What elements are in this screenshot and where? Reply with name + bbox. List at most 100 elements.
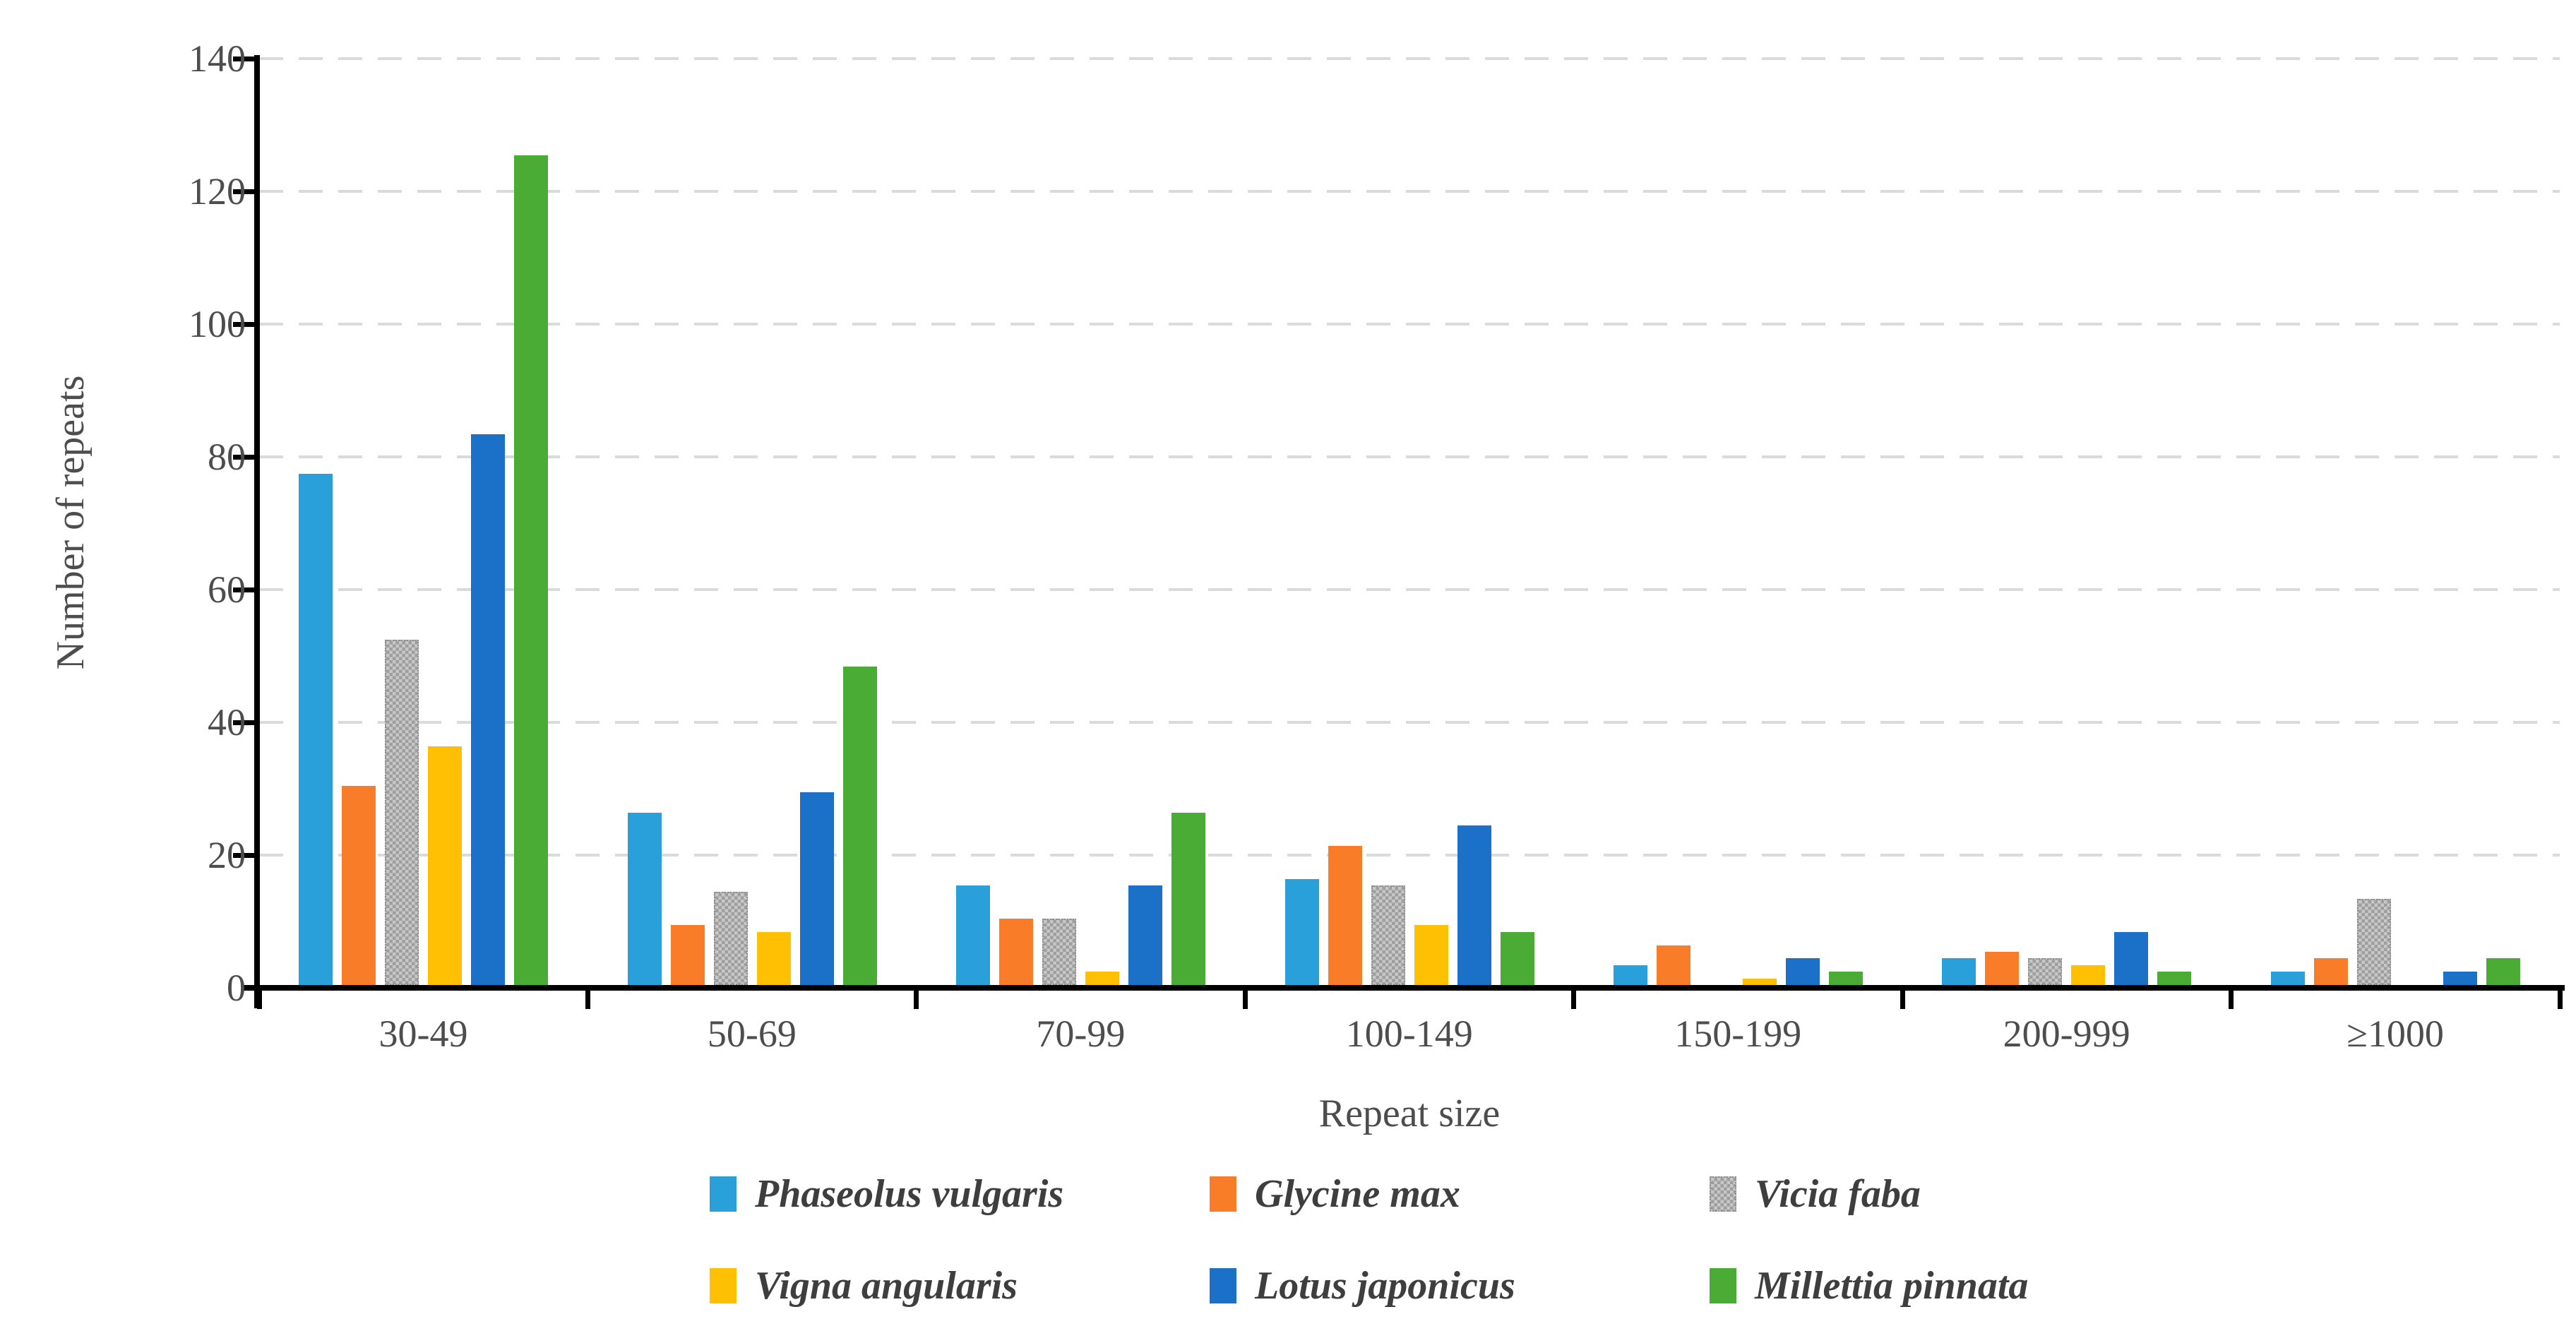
gridline-60 [259, 588, 2560, 591]
y-tick-label-120: 120 [189, 170, 246, 213]
bar-lotus-japonicus-200-999 [2114, 931, 2149, 985]
gridline-120 [259, 190, 2560, 193]
x-tick-label-1: 50-69 [707, 1013, 797, 1055]
legend-swatch-icon [1210, 1176, 1236, 1212]
legend-item-phaseolus-vulgaris: Phaseolus vulgaris [710, 1169, 1063, 1219]
legend-label: Lotus japonicus [1255, 1264, 1515, 1308]
y-tick-100 [233, 321, 254, 327]
y-tick-20 [233, 852, 254, 858]
x-tick-4 [1571, 991, 1577, 1009]
x-tick-2 [914, 991, 919, 1009]
legend-swatch-icon [1210, 1268, 1236, 1303]
bar-glycine-max-≥1000 [2313, 958, 2348, 985]
bar-vigna-angularis-150-199 [1742, 978, 1777, 985]
bar-lotus-japonicus-150-199 [1785, 958, 1820, 985]
x-tick-7 [2557, 991, 2563, 1009]
x-tick-0 [256, 991, 262, 1009]
legend-swatch-icon [710, 1176, 737, 1212]
legend-swatch-icon [1710, 1268, 1736, 1303]
bar-millettia-pinnata-30-49 [514, 155, 549, 985]
y-tick-140 [233, 56, 254, 61]
bar-vigna-angularis-50-69 [756, 931, 791, 985]
legend-label: Phaseolus vulgaris [755, 1172, 1064, 1216]
legend-label: Vicia faba [1755, 1172, 1921, 1216]
bar-glycine-max-50-69 [670, 925, 705, 985]
bar-lotus-japonicus-≥1000 [2443, 972, 2477, 985]
y-tick-label-100: 100 [189, 303, 246, 345]
bar-vicia-faba-100-149 [1371, 885, 1405, 985]
x-tick-label-5: 200-999 [2003, 1013, 2130, 1055]
bar-phaseolus-vulgaris-30-49 [299, 474, 333, 985]
legend-item-lotus-japonicus: Lotus japonicus [1210, 1261, 1515, 1311]
bar-millettia-pinnata-70-99 [1171, 812, 1206, 985]
x-tick-label-2: 70-99 [1036, 1013, 1126, 1055]
bar-glycine-max-30-49 [342, 786, 376, 985]
bar-glycine-max-70-99 [999, 919, 1034, 985]
y-tick-label-60: 60 [208, 568, 246, 611]
bar-millettia-pinnata-50-69 [842, 666, 877, 985]
y-tick-label-40: 40 [208, 701, 246, 744]
y-tick-40 [233, 720, 254, 725]
bar-lotus-japonicus-70-99 [1128, 885, 1163, 985]
bar-phaseolus-vulgaris-≥1000 [2270, 972, 2305, 985]
legend-item-millettia-pinnata: Millettia pinnata [1710, 1261, 2028, 1311]
legend-label: Glycine max [1255, 1172, 1460, 1216]
legend-item-vicia-faba: Vicia faba [1710, 1169, 1921, 1219]
bar-lotus-japonicus-50-69 [799, 792, 834, 985]
bar-phaseolus-vulgaris-200-999 [1942, 958, 1976, 985]
y-axis-title: Number of repeats [49, 375, 93, 670]
bar-phaseolus-vulgaris-150-199 [1613, 965, 1647, 985]
bar-vigna-angularis-70-99 [1085, 972, 1120, 985]
bar-vigna-angularis-30-49 [428, 746, 463, 985]
bar-phaseolus-vulgaris-50-69 [627, 812, 662, 985]
bar-glycine-max-200-999 [1985, 952, 2020, 985]
y-tick-120 [233, 189, 254, 194]
gridline-80 [259, 455, 2560, 458]
bar-lotus-japonicus-100-149 [1457, 825, 1491, 985]
x-axis-title: Repeat size [1318, 1092, 1501, 1135]
bar-glycine-max-150-199 [1656, 945, 1690, 985]
x-tick-6 [2229, 991, 2234, 1009]
legend-item-glycine-max: Glycine max [1210, 1169, 1460, 1219]
bar-vigna-angularis-200-999 [2071, 965, 2106, 985]
legend-label: Vigna angularis [755, 1264, 1018, 1308]
bar-vicia-faba-30-49 [385, 640, 419, 985]
bar-phaseolus-vulgaris-100-149 [1284, 878, 1319, 985]
bar-millettia-pinnata-150-199 [1828, 972, 1863, 985]
y-tick-label-140: 140 [189, 37, 246, 80]
bar-phaseolus-vulgaris-70-99 [956, 885, 991, 985]
y-tick-label-80: 80 [208, 436, 246, 478]
y-tick-80 [233, 454, 254, 460]
gridline-140 [259, 57, 2560, 60]
bar-millettia-pinnata-100-149 [1500, 931, 1534, 985]
legend-swatch-icon [1710, 1176, 1736, 1212]
x-tick-label-6: ≥1000 [2347, 1013, 2444, 1055]
bar-vicia-faba-200-999 [2028, 958, 2063, 985]
legend-item-vigna-angularis: Vigna angularis [710, 1261, 1018, 1311]
gridline-40 [259, 721, 2560, 724]
bar-millettia-pinnata-200-999 [2157, 972, 2192, 985]
x-tick-3 [1242, 991, 1248, 1009]
x-tick-1 [585, 991, 590, 1009]
x-tick-label-4: 150-199 [1674, 1013, 1802, 1055]
bar-vicia-faba-50-69 [713, 892, 748, 985]
y-tick-label-0: 0 [227, 967, 246, 1009]
y-tick-60 [233, 587, 254, 592]
x-tick-label-3: 100-149 [1345, 1013, 1473, 1055]
gridline-100 [259, 323, 2560, 326]
bar-vicia-faba-70-99 [1042, 919, 1077, 985]
gridline-20 [259, 854, 2560, 857]
bar-millettia-pinnata-≥1000 [2486, 958, 2520, 985]
x-tick-5 [1900, 991, 1905, 1009]
legend-swatch-icon [710, 1268, 737, 1303]
legend-label: Millettia pinnata [1755, 1264, 2029, 1308]
x-axis-line [244, 985, 2565, 991]
x-tick-label-0: 30-49 [378, 1013, 468, 1055]
y-axis-line [254, 55, 260, 1008]
bar-glycine-max-100-149 [1328, 845, 1362, 985]
y-tick-label-20: 20 [208, 834, 246, 876]
bar-vigna-angularis-100-149 [1414, 925, 1448, 985]
bar-lotus-japonicus-30-49 [471, 434, 506, 985]
